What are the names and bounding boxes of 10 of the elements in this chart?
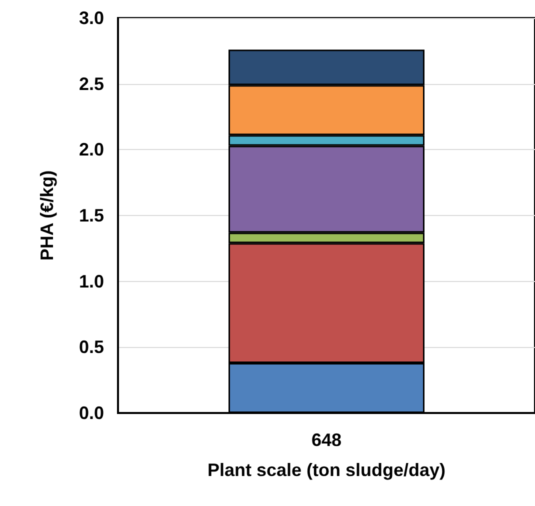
x-axis-title: Plant scale (ton sludge/day) (207, 460, 446, 480)
y-tick-label: 1.0 (78, 271, 104, 292)
y-tick-label: 2.0 (78, 140, 104, 160)
y-tick-label: 3.0 (78, 8, 104, 28)
y-axis-title: PHA (€/kg) (37, 170, 57, 261)
y-tick-label: 2.5 (78, 74, 104, 94)
y-tick-label: 1.5 (78, 206, 104, 226)
y-tick-label: 0.0 (78, 403, 104, 423)
y-tick-label: 0.5 (78, 337, 104, 358)
x-tick-label: 648 (311, 430, 342, 450)
